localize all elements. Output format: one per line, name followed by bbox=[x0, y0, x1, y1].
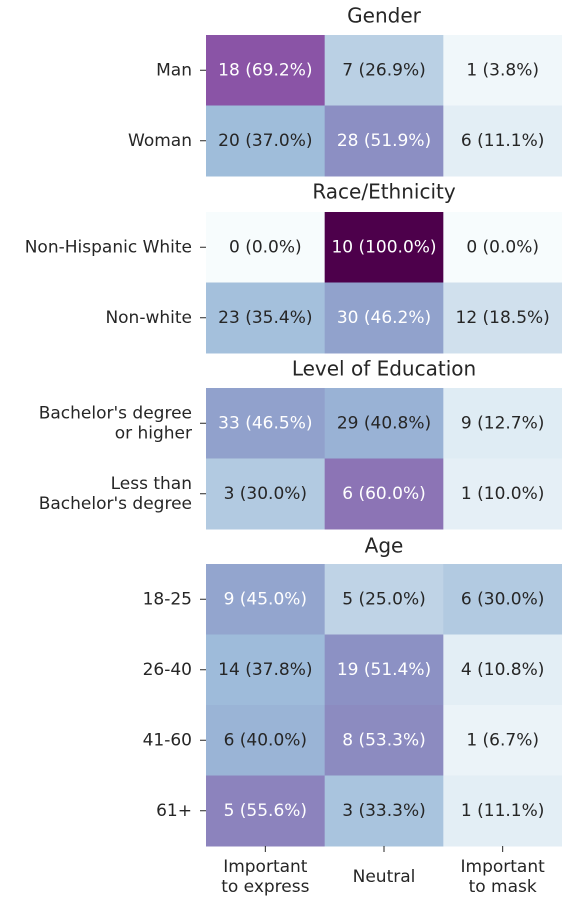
heatmap-cell bbox=[324, 458, 444, 530]
row-label: Bachelor's degree or higher bbox=[39, 403, 192, 443]
heatmap-cell bbox=[443, 634, 562, 706]
heatmap-cell bbox=[206, 35, 326, 106]
cell-label: 18 (69.2%) bbox=[218, 60, 312, 80]
heatmap-cell bbox=[324, 212, 444, 283]
cell-label: 1 (6.7%) bbox=[466, 730, 539, 750]
heatmap-cell bbox=[443, 282, 562, 354]
heatmap-cell bbox=[206, 388, 326, 459]
cell-label: 9 (12.7%) bbox=[461, 413, 545, 433]
heatmap-cell bbox=[443, 705, 562, 776]
x-tick-label: Neutral bbox=[353, 867, 416, 887]
cell-label: 1 (11.1%) bbox=[461, 801, 545, 821]
cell-label: 0 (0.0%) bbox=[466, 237, 539, 257]
heatmap-cell bbox=[324, 705, 444, 776]
x-tick-label: Important to express bbox=[221, 857, 309, 897]
cell-label: 23 (35.4%) bbox=[218, 308, 312, 328]
cell-label: 9 (45.0%) bbox=[224, 589, 308, 609]
panel-title: Race/Ethnicity bbox=[312, 180, 456, 204]
cell-label: 29 (40.8%) bbox=[337, 413, 431, 433]
row-label: 41-60 bbox=[143, 730, 192, 750]
heatmap-cell bbox=[443, 775, 562, 847]
heatmap-cell bbox=[206, 105, 326, 177]
row-label: Man bbox=[156, 60, 192, 80]
row-label: Less than Bachelor's degree bbox=[39, 474, 192, 514]
x-tick-label: Important to mask bbox=[461, 857, 546, 897]
heatmap-cell bbox=[206, 775, 326, 847]
cell-label: 5 (25.0%) bbox=[342, 589, 426, 609]
row-label: 61+ bbox=[156, 801, 192, 821]
heatmap-cell bbox=[324, 35, 444, 106]
cell-label: 8 (53.3%) bbox=[342, 730, 426, 750]
heatmap-cell bbox=[324, 282, 444, 354]
cell-label: 20 (37.0%) bbox=[218, 131, 312, 151]
heatmap-cell bbox=[443, 212, 562, 283]
cell-label: 3 (30.0%) bbox=[224, 484, 308, 504]
heatmap-cell bbox=[206, 458, 326, 530]
heatmap-cell bbox=[443, 105, 562, 177]
cell-label: 3 (33.3%) bbox=[342, 801, 426, 821]
heatmap-cell bbox=[443, 564, 562, 635]
panel-title: Age bbox=[365, 534, 404, 558]
heatmap-cell bbox=[324, 775, 444, 847]
cell-label: 4 (10.8%) bbox=[461, 660, 545, 680]
row-label: 26-40 bbox=[143, 660, 192, 680]
heatmap-cell bbox=[324, 634, 444, 706]
cell-label: 1 (3.8%) bbox=[466, 60, 539, 80]
heatmap-cell bbox=[443, 35, 562, 106]
heatmap-cell bbox=[206, 282, 326, 354]
cell-label: 6 (60.0%) bbox=[342, 484, 426, 504]
cell-label: 10 (100.0%) bbox=[331, 237, 436, 257]
heatmap-cell bbox=[324, 105, 444, 177]
heatmap-cell bbox=[206, 564, 326, 635]
cell-label: 33 (46.5%) bbox=[218, 413, 312, 433]
cell-label: 30 (46.2%) bbox=[337, 308, 431, 328]
row-label: Non-white bbox=[105, 308, 192, 328]
cell-label: 7 (26.9%) bbox=[342, 60, 426, 80]
cell-label: 6 (40.0%) bbox=[224, 730, 308, 750]
heatmap-cell bbox=[206, 634, 326, 706]
cell-label: 0 (0.0%) bbox=[229, 237, 302, 257]
heatmap-cell bbox=[206, 705, 326, 776]
row-label: Non-Hispanic White bbox=[25, 237, 192, 257]
heatmap-cell bbox=[206, 212, 326, 283]
cell-label: 6 (11.1%) bbox=[461, 131, 545, 151]
panel-title: Level of Education bbox=[292, 357, 476, 381]
heatmap-cell bbox=[324, 564, 444, 635]
cell-label: 12 (18.5%) bbox=[456, 308, 550, 328]
cell-label: 5 (55.6%) bbox=[224, 801, 308, 821]
cell-label: 14 (37.8%) bbox=[218, 660, 312, 680]
heatmap-cell bbox=[443, 388, 562, 459]
panel-title: Gender bbox=[347, 4, 421, 28]
row-label: Woman bbox=[128, 131, 192, 151]
heatmap-cell bbox=[443, 458, 562, 530]
cell-label: 28 (51.9%) bbox=[337, 131, 431, 151]
cell-label: 1 (10.0%) bbox=[461, 484, 545, 504]
heatmap-cell bbox=[324, 388, 444, 459]
cell-label: 19 (51.4%) bbox=[337, 660, 431, 680]
cell-label: 6 (30.0%) bbox=[461, 589, 545, 609]
row-label: 18-25 bbox=[143, 589, 192, 609]
